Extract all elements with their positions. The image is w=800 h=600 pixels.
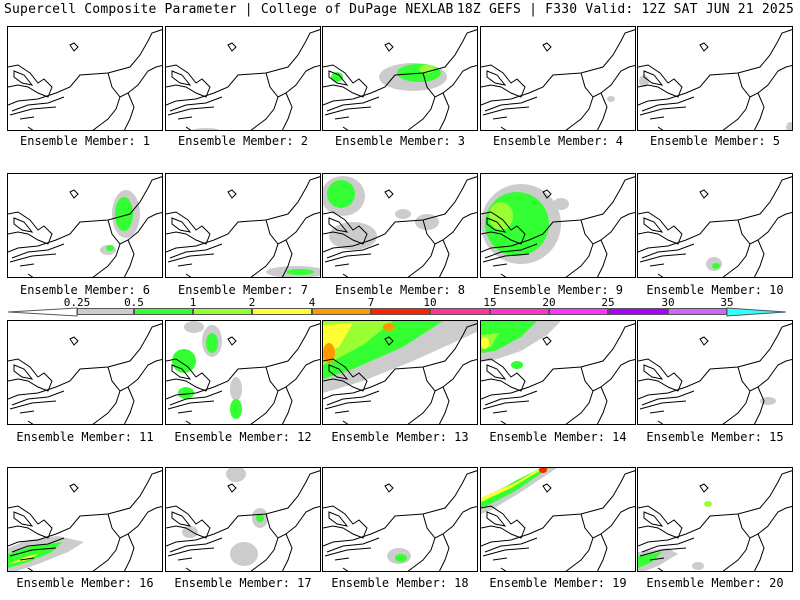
member-map-7 (166, 176, 320, 277)
colorbar-segment (193, 308, 252, 315)
colorbar-segment (252, 308, 312, 315)
member-map-14 (481, 321, 635, 424)
ensemble-member-label: Ensemble Member: 4 (492, 134, 624, 148)
ensemble-map-panel-10 (637, 173, 793, 278)
colorbar-tick-label: 2 (248, 296, 256, 309)
colorbar-tick-label: 10 (423, 296, 437, 309)
colorbar-segment (549, 308, 608, 315)
ensemble-map-panel-12 (165, 320, 321, 425)
ensemble-member-label: Ensemble Member: 8 (334, 283, 466, 297)
member-map-18 (323, 470, 477, 571)
ensemble-member-label: Ensemble Member: 2 (177, 134, 309, 148)
colorbar-tick-label: 20 (542, 296, 556, 309)
ensemble-member-label: Ensemble Member: 16 (16, 576, 154, 590)
ensemble-member-label: Ensemble Member: 18 (331, 576, 469, 590)
ensemble-map-panel-20 (637, 467, 793, 572)
ensemble-member-label: Ensemble Member: 5 (649, 134, 781, 148)
ensemble-map-panel-8 (322, 173, 478, 278)
colorbar-segment (371, 308, 430, 315)
colorbar-tick-label: 0.5 (124, 296, 144, 309)
ensemble-member-label: Ensemble Member: 19 (489, 576, 627, 590)
ensemble-map-panel-15 (637, 320, 793, 425)
colorbar-segment (77, 308, 134, 315)
ensemble-member-label: Ensemble Member: 20 (646, 576, 784, 590)
ensemble-member-label: Ensemble Member: 10 (646, 283, 784, 297)
ensemble-map-panel-5 (637, 26, 793, 131)
ensemble-map-panel-16 (7, 467, 163, 572)
colorbar-tick-label: 30 (661, 296, 675, 309)
ensemble-map-panel-9 (480, 173, 636, 278)
ensemble-map-panel-6 (7, 173, 163, 278)
member-map-9 (481, 176, 635, 277)
member-map-6 (8, 176, 162, 277)
ensemble-member-label: Ensemble Member: 12 (174, 430, 312, 444)
member-map-15 (638, 323, 792, 424)
ensemble-member-label: Ensemble Member: 13 (331, 430, 469, 444)
member-map-13 (323, 321, 477, 424)
page-title: Supercell Composite Parameter | College … (4, 2, 454, 17)
ensemble-member-label: Ensemble Member: 11 (16, 430, 154, 444)
ensemble-member-label: Ensemble Member: 7 (177, 283, 309, 297)
ensemble-map-panel-2 (165, 26, 321, 131)
ensemble-map-panel-14 (480, 320, 636, 425)
ensemble-member-label: Ensemble Member: 3 (334, 134, 466, 148)
member-map-2 (166, 29, 320, 130)
colorbar-tick-label: 0.25 (63, 296, 91, 309)
member-map-5 (638, 29, 792, 130)
colorbar-segment (608, 308, 668, 315)
colorbar-segment (134, 308, 193, 315)
ensemble-member-label: Ensemble Member: 1 (19, 134, 151, 148)
member-map-11 (8, 323, 162, 424)
member-map-20 (638, 470, 792, 571)
ensemble-map-panel-18 (322, 467, 478, 572)
valid-time-label: 18Z GEFS | F330 Valid: 12Z SAT JUN 21 20… (456, 2, 794, 17)
member-map-10 (638, 176, 792, 277)
member-map-3 (323, 29, 477, 130)
member-map-16 (8, 470, 162, 571)
colorbar-tick-label: 15 (483, 296, 497, 309)
colorbar-segment (490, 308, 549, 315)
colorbar-segment (430, 308, 490, 315)
colorbar-legend: 0.25 0.5 1 2 4 7 10 15 20 25 30 35 (0, 296, 800, 326)
colorbar-segment (312, 308, 371, 315)
member-map-1 (8, 29, 162, 130)
ensemble-member-label: Ensemble Member: 14 (489, 430, 627, 444)
colorbar-tick-label: 4 (308, 296, 316, 309)
colorbar-tick-label: 25 (601, 296, 615, 309)
ensemble-map-panel-13 (322, 320, 478, 425)
colorbar-tick-label: 35 (720, 296, 734, 309)
ensemble-member-label: Ensemble Member: 6 (19, 283, 151, 297)
member-map-12 (166, 321, 320, 424)
ensemble-member-label: Ensemble Member: 15 (646, 430, 784, 444)
ensemble-map-panel-7 (165, 173, 321, 278)
member-map-4 (481, 29, 635, 130)
colorbar-segment (668, 308, 727, 315)
member-map-19 (481, 468, 635, 571)
ensemble-map-panel-19 (480, 467, 636, 572)
ensemble-map-panel-3 (322, 26, 478, 131)
ensemble-member-label: Ensemble Member: 9 (492, 283, 624, 297)
colorbar-tick-label: 7 (367, 296, 375, 309)
ensemble-map-panel-17 (165, 467, 321, 572)
colorbar-tick-label: 1 (189, 296, 197, 309)
ensemble-map-panel-4 (480, 26, 636, 131)
ensemble-member-label: Ensemble Member: 17 (174, 576, 312, 590)
ensemble-map-panel-1 (7, 26, 163, 131)
member-map-17 (166, 468, 320, 571)
ensemble-map-panel-11 (7, 320, 163, 425)
member-map-8 (323, 176, 477, 277)
